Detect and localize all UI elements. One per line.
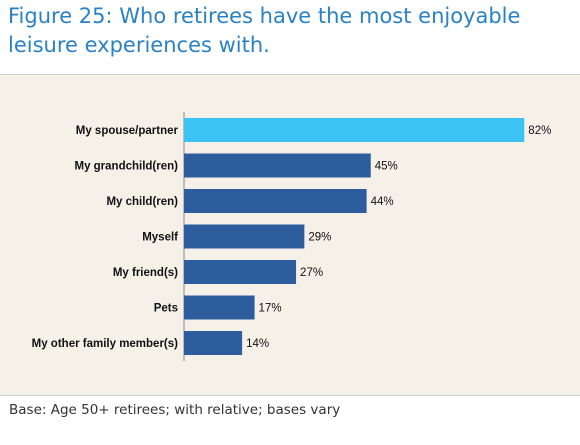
bar — [184, 331, 243, 355]
category-label: My grandchild(ren) — [74, 161, 178, 173]
bar — [184, 189, 367, 213]
category-label: Myself — [142, 232, 178, 244]
category-label: Pets — [154, 303, 178, 315]
value-label: 17% — [259, 303, 282, 315]
bar — [184, 260, 297, 284]
value-label: 45% — [375, 161, 398, 173]
value-label: 82% — [528, 125, 551, 137]
bar — [184, 295, 255, 320]
value-label: 14% — [246, 338, 269, 350]
footnote: Base: Age 50+ retirees; with relative; b… — [9, 402, 341, 418]
bottom-divider — [0, 395, 580, 396]
value-label: 29% — [308, 232, 331, 244]
category-label: My other family member(s) — [32, 338, 179, 350]
chart-title: Figure 25: Who retirees have the most en… — [8, 4, 521, 57]
category-label: My friend(s) — [113, 267, 178, 279]
bar — [184, 153, 371, 178]
bar — [184, 224, 305, 249]
bar-chart: My spouse/partner 82% My grandchild(ren) 45… — [32, 112, 551, 361]
bar — [184, 118, 525, 142]
category-label: My spouse/partner — [76, 125, 179, 137]
top-divider — [0, 74, 580, 75]
value-label: 44% — [371, 196, 394, 208]
value-label: 27% — [300, 267, 323, 279]
category-label: My child(ren) — [106, 196, 178, 208]
